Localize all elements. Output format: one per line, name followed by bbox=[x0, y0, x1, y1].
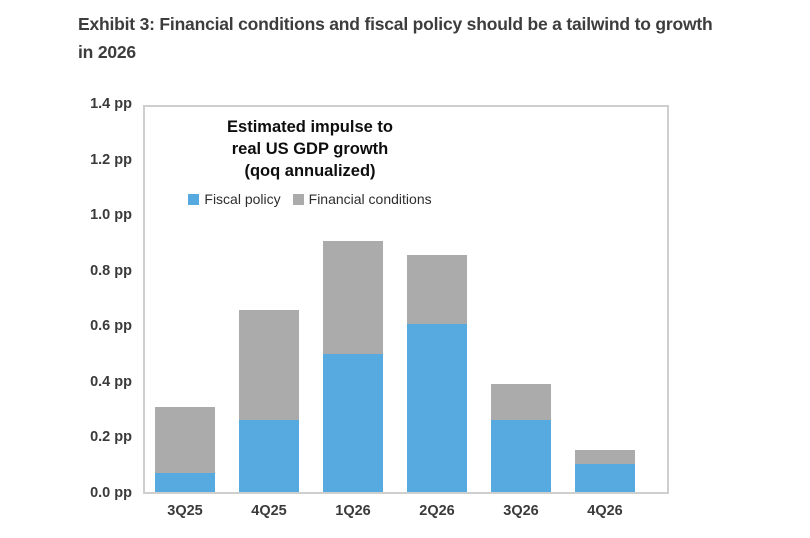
y-tick-label: 1.4 pp bbox=[90, 96, 132, 112]
x-tick-label-4q26: 4Q26 bbox=[587, 503, 623, 519]
legend-label-financial-conditions: Financial conditions bbox=[308, 191, 432, 207]
x-tick-label-4q25: 4Q25 bbox=[251, 503, 287, 519]
legend-label-fiscal-policy: Fiscal policy bbox=[204, 191, 281, 207]
x-tick-label-3q26: 3Q26 bbox=[503, 503, 539, 519]
bar-segment-4q26-financial-conditions bbox=[575, 450, 635, 464]
x-axis: 3Q25 4Q25 1Q26 2Q26 3Q26 4Q26 bbox=[145, 503, 667, 523]
exhibit-title-line1: Exhibit 3: Financial conditions and fisc… bbox=[78, 14, 713, 34]
legend: Fiscal policy Financial conditions bbox=[159, 191, 461, 207]
y-tick-label: 0.2 pp bbox=[90, 429, 132, 446]
exhibit-title-line2: in 2026 bbox=[78, 42, 136, 62]
x-tick-label-2q26: 2Q26 bbox=[419, 503, 455, 519]
y-tick-label: 0.8 pp bbox=[90, 262, 132, 279]
legend-item-fiscal-policy: Fiscal policy bbox=[188, 191, 281, 207]
chart-inner-header: Estimated impulse to real US GDP growth … bbox=[159, 116, 461, 207]
bar-segment-2q26-fiscal-policy bbox=[407, 324, 467, 492]
y-tick-label: 0.4 pp bbox=[90, 373, 132, 390]
chart-inner-title: Estimated impulse to real US GDP growth … bbox=[159, 116, 461, 182]
chart-inner-title-line3: (qoq annualized) bbox=[244, 162, 376, 180]
x-tick-label-3q25: 3Q25 bbox=[167, 503, 203, 519]
bar-segment-3q26-fiscal-policy bbox=[491, 420, 551, 492]
y-axis: 0.0 pp 0.2 pp 0.4 pp 0.6 pp 0.8 pp 1.0 pp 1.2 … bbox=[48, 96, 132, 501]
bar-segment-3q25-financial-conditions bbox=[155, 407, 215, 473]
bar-segment-3q25-fiscal-policy bbox=[155, 473, 215, 492]
chart-inner-title-line2: real US GDP growth bbox=[231, 140, 389, 158]
bar-segment-2q26-financial-conditions bbox=[407, 255, 467, 324]
financial-conditions-swatch-icon bbox=[292, 193, 304, 205]
bar-segment-4q25-financial-conditions bbox=[239, 310, 299, 420]
y-tick-label: 0.6 pp bbox=[90, 318, 132, 335]
y-tick-label: 1.2 pp bbox=[90, 151, 132, 168]
bar-segment-3q26-financial-conditions bbox=[491, 384, 551, 420]
fiscal-policy-swatch-icon bbox=[188, 193, 200, 205]
legend-item-financial-conditions: Financial conditions bbox=[292, 191, 432, 207]
exhibit-title: Exhibit 3: Financial conditions and fisc… bbox=[78, 10, 800, 66]
y-tick-label: 0.0 pp bbox=[90, 485, 132, 501]
chart-inner-title-line1: Estimated impulse to bbox=[227, 118, 393, 136]
y-tick-label: 1.0 pp bbox=[90, 207, 132, 224]
x-tick-label-1q26: 1Q26 bbox=[335, 503, 371, 519]
bar-segment-1q26-financial-conditions bbox=[323, 241, 383, 354]
bar-segment-4q26-fiscal-policy bbox=[575, 464, 635, 492]
plot-area: Estimated impulse to real US GDP growth … bbox=[143, 105, 669, 494]
bar-segment-4q25-fiscal-policy bbox=[239, 420, 299, 492]
bar-segment-1q26-fiscal-policy bbox=[323, 354, 383, 492]
